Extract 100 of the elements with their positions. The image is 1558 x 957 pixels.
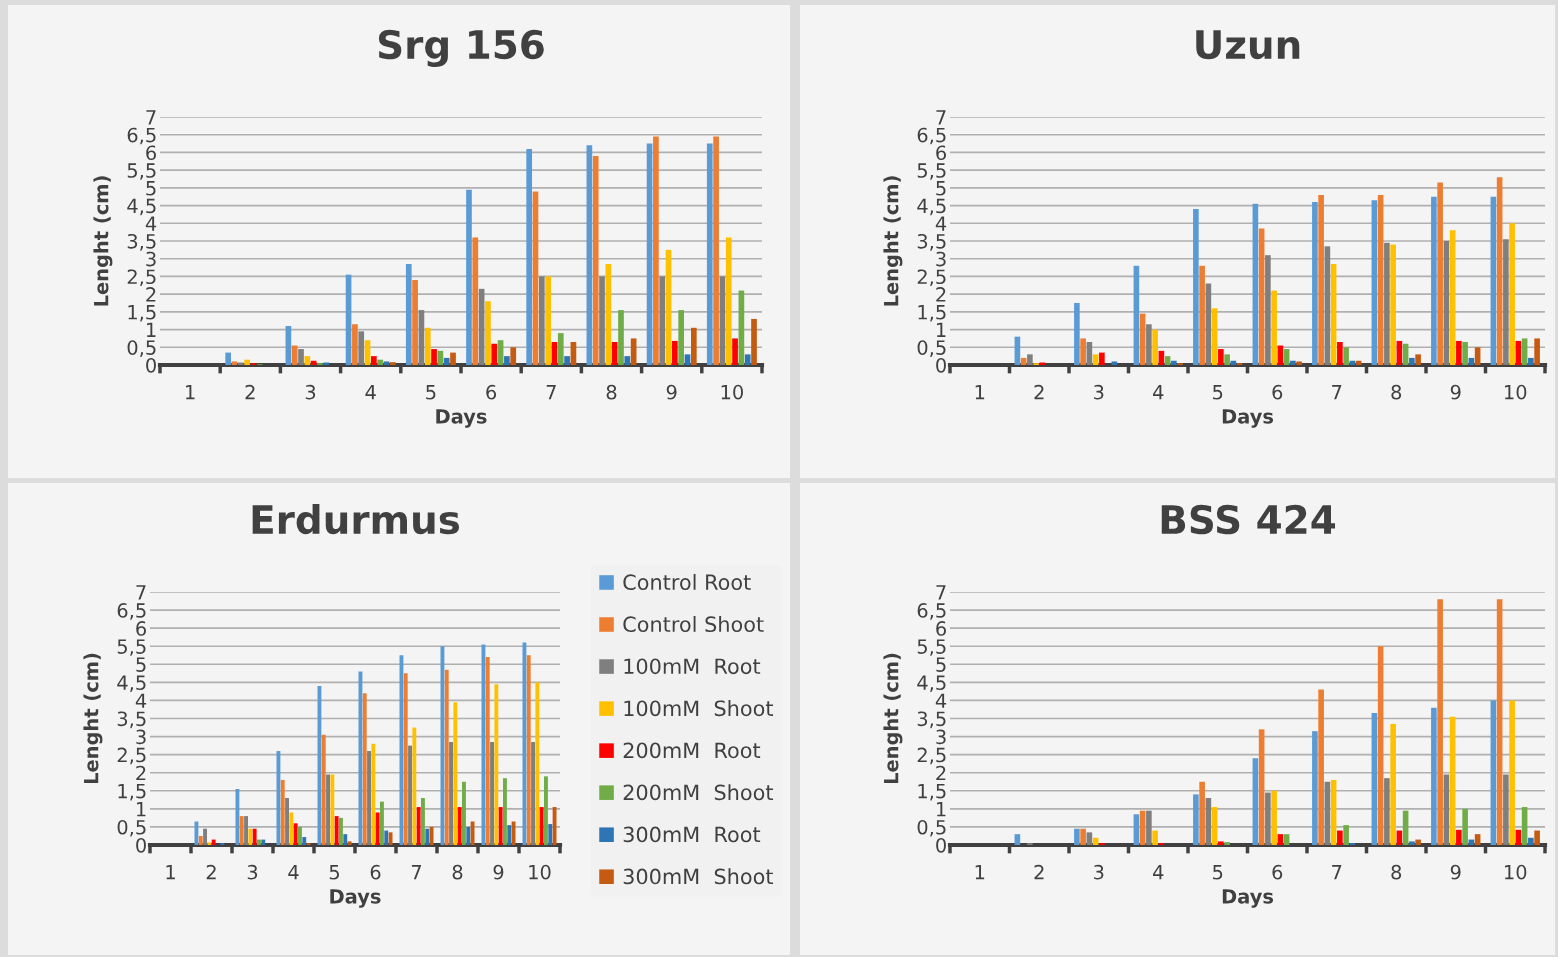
bar — [408, 745, 412, 845]
bar — [1277, 834, 1284, 845]
bar — [1409, 841, 1415, 845]
y-tick-label: 3,5 — [117, 711, 146, 729]
x-tick-label: 1 — [186, 385, 195, 400]
bar — [304, 356, 311, 365]
y-tick-label: 2 — [936, 287, 946, 302]
bar — [421, 798, 425, 845]
y-tick-label: 7 — [146, 110, 156, 125]
bar — [334, 816, 339, 845]
y-tick-label: 2,5 — [917, 747, 946, 765]
x-tick-label: 6 — [1272, 864, 1283, 880]
y-tick-label: 0 — [146, 357, 156, 373]
bar — [440, 646, 445, 845]
bar — [444, 669, 449, 845]
y-tick-label: 6,5 — [917, 603, 946, 620]
bar — [462, 781, 466, 845]
bar — [494, 684, 499, 845]
bar — [424, 327, 431, 365]
bar — [552, 807, 557, 845]
x-tick-label: 2 — [206, 864, 216, 880]
bar — [611, 341, 618, 365]
y-tick-label: 1 — [936, 802, 946, 817]
bar — [1099, 352, 1105, 365]
bar — [310, 360, 317, 365]
bar — [1271, 790, 1277, 845]
legend-label: 100mM Shoot — [624, 700, 774, 717]
bar — [399, 655, 404, 845]
bar — [678, 310, 685, 365]
bar — [1265, 255, 1271, 365]
bar — [383, 361, 390, 365]
x-tick-label: 4 — [1153, 865, 1164, 880]
x-tick-label: 8 — [606, 384, 617, 400]
bar — [592, 155, 599, 365]
y-tick-label: 5 — [936, 181, 946, 196]
bar — [485, 657, 490, 845]
legend-label: Control Root — [623, 573, 751, 591]
bar — [257, 839, 261, 845]
bar — [449, 741, 453, 845]
x-tick-label: 10 — [1505, 384, 1527, 400]
y-tick-label: 6,5 — [127, 127, 156, 145]
bar — [1415, 354, 1421, 365]
bar — [1318, 194, 1324, 365]
bar — [690, 327, 697, 365]
x-tick-label: 2 — [245, 384, 255, 400]
bar — [384, 830, 389, 845]
bar — [538, 276, 545, 365]
x-tick-label: 9 — [1450, 384, 1461, 400]
bar — [1092, 354, 1099, 365]
bar — [545, 276, 551, 365]
bar — [244, 816, 248, 845]
bar — [298, 349, 304, 365]
bar — [531, 741, 535, 845]
legend-label: 100mM Root — [624, 658, 761, 675]
x-axis-title: Days — [1222, 889, 1274, 908]
bar — [1312, 731, 1318, 845]
bar — [1111, 361, 1118, 365]
bar — [1171, 360, 1177, 365]
bar — [605, 264, 612, 365]
bar — [1509, 223, 1515, 365]
bar — [544, 776, 548, 845]
bar — [198, 835, 203, 845]
bar — [1503, 774, 1509, 845]
bar — [347, 841, 352, 845]
y-tick-label: 2,5 — [917, 269, 946, 287]
bar — [321, 734, 326, 845]
bar — [302, 837, 307, 845]
bar — [429, 826, 434, 845]
bar — [1218, 349, 1224, 365]
chart-title: BSS 424 — [1161, 504, 1336, 535]
chart-title: Erdurmus — [252, 504, 460, 535]
y-tick-label: 4 — [935, 216, 947, 231]
bar — [1152, 329, 1158, 365]
bar — [1193, 794, 1199, 845]
x-tick-label: 7 — [1332, 385, 1342, 400]
bar — [1086, 832, 1093, 845]
bar — [194, 821, 199, 845]
bar — [599, 276, 605, 365]
bar — [1164, 356, 1171, 365]
bar — [289, 812, 294, 845]
bar — [1283, 834, 1290, 845]
bar — [1528, 837, 1534, 845]
bar — [725, 237, 732, 365]
y-tick-label: 3 — [146, 251, 156, 267]
y-tick-label: 0 — [936, 837, 946, 853]
bar — [1265, 792, 1271, 845]
x-tick-label: 4 — [1153, 385, 1164, 400]
y-tick-label: 1 — [136, 802, 146, 817]
bar — [443, 357, 450, 365]
bar — [377, 359, 384, 365]
y-tick-label: 3 — [136, 729, 146, 745]
bar — [1456, 340, 1462, 365]
bar — [470, 821, 475, 845]
bar — [539, 807, 544, 845]
bar — [732, 338, 738, 365]
chart-title: Uzun — [1196, 30, 1300, 60]
y-tick-label: 0 — [136, 837, 146, 853]
x-tick-label: 10 — [1505, 864, 1527, 880]
bar — [343, 834, 348, 845]
bar — [326, 774, 330, 845]
